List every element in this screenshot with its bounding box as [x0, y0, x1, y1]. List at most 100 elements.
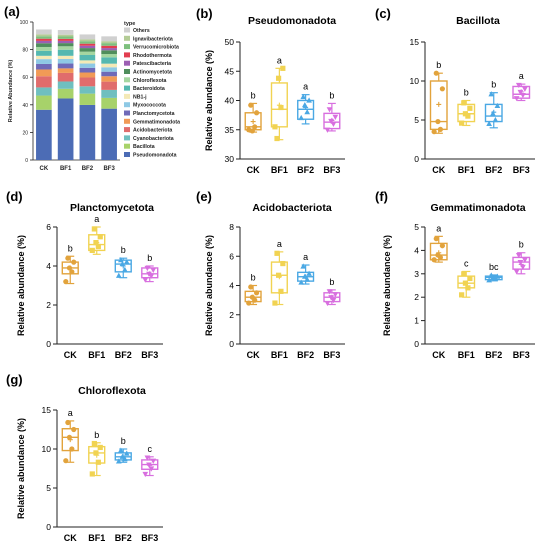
- legend-label: Chloroflexota: [133, 78, 167, 84]
- significance-letter: b: [464, 88, 469, 98]
- stacked-bar-segment: [36, 87, 52, 96]
- stacked-bar-segment: [79, 51, 96, 55]
- stacked-bar-segment: [101, 81, 117, 90]
- data-point: [63, 458, 69, 464]
- data-point: [513, 269, 520, 275]
- data-point: [63, 279, 69, 285]
- legend-swatch: [124, 152, 130, 157]
- legend-label: Actinomycetota: [133, 70, 172, 76]
- y-tick-label: 0: [25, 158, 28, 164]
- box: [512, 85, 531, 99]
- data-point: [123, 258, 130, 265]
- significance-letter: bc: [489, 262, 499, 272]
- data-point: [467, 105, 473, 111]
- significance-letter: b: [519, 240, 524, 250]
- significance-letter: b: [329, 277, 334, 287]
- legend-label: Myxococcota: [133, 103, 166, 109]
- panel-c: (c) Bacillota 0 5 10 15 b CK b BF1 b BF2 a BF3: [375, 6, 535, 175]
- y-tick-label: 2: [229, 310, 234, 320]
- panel-label: (e): [196, 189, 212, 204]
- significance-letter: c: [148, 444, 153, 454]
- data-point: [253, 110, 260, 116]
- box-ck: a: [61, 408, 79, 464]
- y-tick-label: 40: [22, 103, 28, 109]
- x-tick-label: BF2: [115, 533, 132, 543]
- data-point: [115, 458, 122, 464]
- data-point: [461, 271, 467, 277]
- y-tick-label: 30: [225, 154, 235, 164]
- data-point: [248, 102, 254, 108]
- y-tick-label: 4: [229, 281, 234, 291]
- box-ck: b: [61, 243, 79, 285]
- y-tick-label: 45: [225, 66, 235, 76]
- data-point: [298, 114, 305, 121]
- box-ck: b: [244, 90, 262, 134]
- legend-swatch: [124, 135, 130, 141]
- data-point: [465, 285, 471, 291]
- y-tick-label: 8: [229, 222, 234, 232]
- data-point: [280, 260, 286, 267]
- panel-d: (d) Planctomycetota Relative abundance (%)…: [6, 189, 163, 360]
- y-tick-label: 60: [22, 75, 28, 81]
- y-axis-label: Relative abundance (%): [204, 50, 214, 151]
- stacked-bar-segment: [101, 43, 117, 46]
- data-point: [150, 458, 157, 464]
- x-tick-label: BF1: [458, 165, 475, 175]
- legend-label: Cyanobacteriota: [133, 136, 174, 142]
- box-ck: b: [244, 273, 262, 306]
- box: [141, 267, 159, 279]
- stacked-bar-segment: [79, 86, 96, 94]
- data-point: [328, 295, 334, 301]
- data-point: [298, 279, 305, 285]
- stacked-bar-segment: [36, 59, 52, 64]
- stacked-bar-segment: [57, 58, 74, 64]
- data-point: [324, 300, 331, 307]
- x-tick-label: BF2: [485, 165, 502, 175]
- stacked-bar-segment: [101, 45, 117, 49]
- panel-label: (f): [375, 189, 388, 204]
- stacked-bar-segment: [101, 67, 117, 72]
- data-point: [93, 240, 99, 246]
- data-point: [274, 250, 280, 256]
- box-bf1: b: [88, 430, 106, 477]
- y-tick-label: 15: [410, 37, 420, 47]
- box: [270, 82, 288, 128]
- data-point: [123, 450, 130, 456]
- panel-a: (a) 0 20 40 60 80 100 Relative Abundance (%) CK B…: [4, 4, 180, 172]
- box-bf3: c: [141, 444, 159, 478]
- data-point: [301, 273, 308, 279]
- data-point: [148, 466, 155, 472]
- panel-b: (b) Pseudomonadota Relative abundance (%) 3…: [196, 6, 345, 175]
- y-tick-label: 10: [410, 76, 420, 86]
- data-point: [93, 450, 99, 456]
- stacked-bar-segment: [79, 48, 96, 52]
- box-bf2: a: [297, 82, 315, 125]
- data-point: [486, 120, 492, 126]
- data-point: [486, 277, 492, 283]
- legend-swatch: [124, 143, 130, 149]
- significance-letter: b: [68, 243, 73, 253]
- x-tick-label: CK: [432, 165, 445, 175]
- stacked-bar-segment: [101, 89, 117, 98]
- data-point: [306, 270, 312, 276]
- data-point: [494, 273, 501, 279]
- stacked-bar-segment: [57, 30, 74, 35]
- legend-swatch: [124, 93, 130, 99]
- legend-label: Acidobacteriota: [133, 128, 172, 134]
- data-point: [121, 266, 128, 272]
- data-point: [522, 257, 528, 263]
- x-tick-label: BF2: [297, 165, 314, 175]
- legend-swatch: [124, 110, 130, 116]
- data-point: [248, 284, 254, 290]
- data-point: [431, 129, 437, 135]
- box-bf1: a: [88, 214, 106, 255]
- legend-label: NB1-j: [133, 94, 147, 100]
- data-point: [306, 97, 312, 103]
- box: [429, 242, 448, 261]
- stacked-bar-segment: [36, 29, 52, 35]
- significance-letter: b: [147, 253, 152, 263]
- stacked-bar-segment: [36, 34, 52, 37]
- data-point: [462, 111, 469, 117]
- significance-letter: a: [303, 82, 308, 92]
- legend-swatch: [124, 102, 130, 108]
